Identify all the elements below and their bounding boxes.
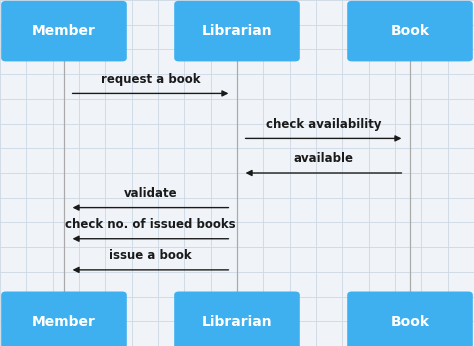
Text: request a book: request a book bbox=[101, 73, 200, 86]
Text: check no. of issued books: check no. of issued books bbox=[65, 218, 236, 231]
Text: Member: Member bbox=[32, 315, 96, 329]
FancyBboxPatch shape bbox=[174, 1, 300, 62]
Text: Librarian: Librarian bbox=[202, 24, 272, 38]
FancyBboxPatch shape bbox=[1, 291, 127, 346]
Text: Book: Book bbox=[391, 24, 429, 38]
Text: available: available bbox=[293, 152, 354, 165]
Text: Book: Book bbox=[391, 315, 429, 329]
FancyBboxPatch shape bbox=[347, 1, 473, 62]
Text: check availability: check availability bbox=[266, 118, 381, 131]
Text: Member: Member bbox=[32, 24, 96, 38]
Text: Librarian: Librarian bbox=[202, 315, 272, 329]
Text: validate: validate bbox=[124, 187, 177, 200]
FancyBboxPatch shape bbox=[174, 291, 300, 346]
FancyBboxPatch shape bbox=[347, 291, 473, 346]
Text: issue a book: issue a book bbox=[109, 249, 192, 262]
FancyBboxPatch shape bbox=[1, 1, 127, 62]
